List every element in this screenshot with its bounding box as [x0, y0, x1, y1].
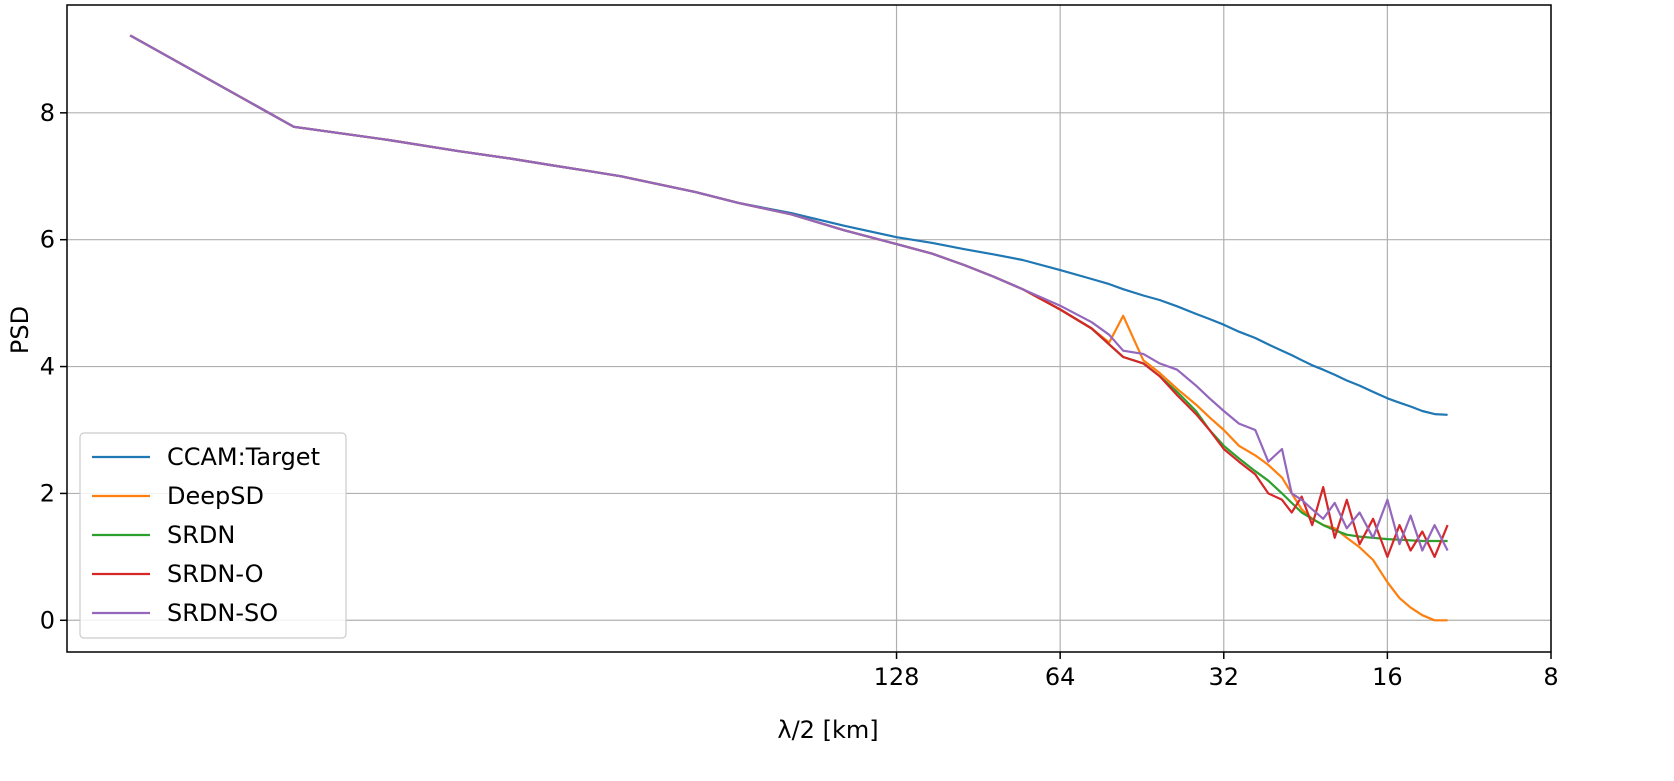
legend-label: DeepSD [167, 482, 264, 510]
x-tick-label: 128 [874, 663, 920, 691]
y-tick-label: 2 [40, 479, 55, 507]
legend-label: SRDN-SO [167, 599, 278, 627]
y-tick-label: 0 [40, 606, 55, 634]
x-tick-label: 16 [1372, 663, 1403, 691]
x-tick-label: 8 [1543, 663, 1558, 691]
legend-label: SRDN-O [167, 560, 264, 588]
legend-label: SRDN [167, 521, 235, 549]
legend: CCAM:Target DeepSD SRDN SRDN-O SRDN-SO [79, 432, 347, 639]
x-axis-label: λ/2 [km] [777, 716, 878, 744]
y-axis-label: PSD [6, 306, 34, 354]
legend-box [79, 432, 347, 639]
x-tick-label: 64 [1045, 663, 1076, 691]
y-tick-label: 6 [40, 226, 55, 254]
y-tick-label: 8 [40, 99, 55, 127]
series-line [129, 34, 1448, 416]
y-tick-label: 4 [40, 353, 55, 381]
legend-label: CCAM:Target [167, 443, 320, 471]
series-line [129, 34, 1449, 552]
plot-frame [66, 4, 1552, 653]
x-tick-label: 32 [1208, 663, 1239, 691]
